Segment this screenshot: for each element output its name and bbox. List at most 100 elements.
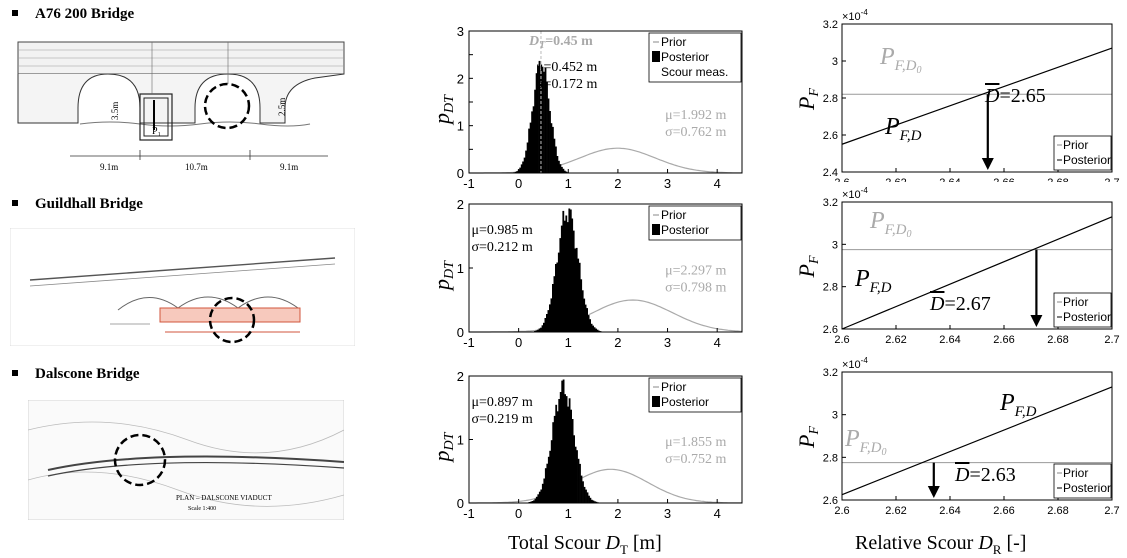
x-tick-label: 0: [515, 335, 522, 350]
histogram-bar: [544, 67, 547, 173]
pfd0-label: PF,D0: [869, 208, 911, 240]
histogram-bar: [564, 394, 566, 503]
histogram-bar: [563, 220, 566, 332]
histogram-bar: [550, 440, 553, 503]
histogram-bar: [559, 238, 562, 332]
pfd-label: PF,D: [999, 390, 1037, 420]
bullet-icon: [12, 199, 18, 206]
histogram-bar: [514, 171, 517, 173]
legend-box: [648, 205, 742, 241]
bridge-title-guildhall: Guildhall Bridge: [12, 196, 143, 213]
histogram-bar: [596, 329, 599, 332]
y-tick-label: 0: [457, 496, 464, 511]
histogram-bar: [592, 500, 595, 503]
prior-sigma: σ=0.752 m: [665, 452, 726, 467]
histogram-bar: [547, 310, 550, 332]
histogram-bar: [574, 248, 577, 332]
y-tick-label: 2.6: [823, 130, 838, 142]
axes-box: [841, 371, 1113, 501]
dbar-label: D=2.67: [929, 293, 991, 315]
histogram-bar: [556, 411, 559, 503]
pfd0-label: PF,D0: [879, 44, 921, 76]
posterior-mu: μ=0.985 m: [471, 223, 532, 238]
y-tick-label: 2.4: [823, 167, 838, 179]
histogram-bar: [530, 501, 532, 503]
masonry-pattern: [18, 49, 344, 67]
histogram-bar: [535, 496, 538, 503]
x-tick-label: 2.64: [939, 177, 960, 182]
histogram-bar: [562, 168, 565, 173]
histogram-bar: [546, 463, 549, 503]
x-tick-label: 2.62: [885, 505, 906, 517]
histogram-bar: [594, 501, 596, 503]
hist-xlabel: Total Scour DT [m]: [508, 532, 662, 557]
histogram-bar: [535, 330, 538, 332]
legend-entry: Posterior: [661, 223, 709, 237]
histogram-bar: [522, 161, 524, 173]
dim-label: 2.5m: [277, 98, 287, 116]
histogram-bar: [541, 66, 544, 173]
bridge-title-text: Dalscone Bridge: [35, 366, 140, 382]
pfd-label: PF,D: [854, 266, 892, 296]
histogram-bar: [568, 208, 571, 332]
x-tick-label: 4: [714, 506, 721, 521]
x-tick-label: 2.64: [939, 505, 960, 517]
legend-swatch-posterior: [652, 396, 660, 407]
x-tick-label: -1: [463, 506, 475, 521]
legend-entry: Posterior: [661, 395, 709, 409]
dim-label: 10.7m: [185, 162, 208, 172]
x-tick-label: 2.62: [885, 334, 906, 346]
histogram-bar: [559, 164, 562, 173]
prior-sigma: σ=0.798 m: [665, 280, 726, 295]
x-tick-label: 2.68: [1047, 177, 1068, 182]
x-tick-label: 1: [565, 335, 572, 350]
histogram-bar: [519, 167, 522, 173]
bridge-title-a76: A76 200 Bridge: [12, 6, 134, 23]
histogram-bar: [592, 325, 594, 332]
x-tick-label: 2: [614, 335, 621, 350]
y-tick-label: 2.6: [823, 324, 838, 336]
histogram-a76: DT=0.45 m-1 0 1 2 3 40123pDTPriorPosteriorSco…: [429, 24, 743, 190]
x-tick-label: 2.6: [834, 334, 849, 346]
histogram-bar: [538, 491, 541, 503]
histogram-bar: [550, 123, 553, 173]
histogram-bar: [529, 122, 532, 173]
histogram-bar: [583, 298, 586, 332]
pfd-label: PF,D: [884, 114, 922, 144]
posterior-line: [841, 47, 1113, 145]
histogram-bar: [580, 279, 583, 332]
histogram-bar: [589, 319, 591, 332]
y-tick-label: 2: [457, 369, 464, 384]
histogram-bar: [550, 298, 553, 332]
histogram-bar: [537, 494, 540, 503]
legend-box: [1053, 292, 1112, 328]
posterior-line: [841, 386, 1113, 496]
x-tick-label: 2.7: [1104, 505, 1119, 517]
histogram-bar: [549, 304, 551, 332]
histogram-bar: [565, 171, 568, 173]
histogram-bar: [516, 171, 519, 173]
dalscone-bridge-drawing: PLAN – DALSCONE VIADUCT Scale 1:400: [28, 400, 344, 520]
x-tick-label: 3: [664, 506, 671, 521]
x-tick-label: 4: [714, 335, 721, 350]
histogram-bar: [549, 450, 552, 503]
legend-box: [648, 377, 742, 413]
histogram-bar: [582, 481, 584, 503]
scour-location-circle: [113, 433, 167, 487]
posterior-line: [841, 216, 1113, 330]
histogram-bar: [579, 463, 581, 503]
histogram-bar: [558, 399, 561, 503]
pfd0-label: PF,D0: [844, 426, 886, 458]
prior-mu: μ=1.992 m: [665, 108, 726, 123]
histogram-bar: [574, 446, 577, 503]
bullet-icon: [12, 369, 18, 376]
histogram-bar: [586, 308, 588, 332]
histogram-bar: [546, 81, 548, 173]
histogram-bar: [566, 222, 569, 332]
histogram-bar: [544, 468, 547, 503]
scour-location-circle: [203, 82, 251, 130]
histogram-bar: [547, 98, 550, 173]
histogram-bar: [593, 327, 596, 332]
histogram-bar: [537, 329, 539, 332]
